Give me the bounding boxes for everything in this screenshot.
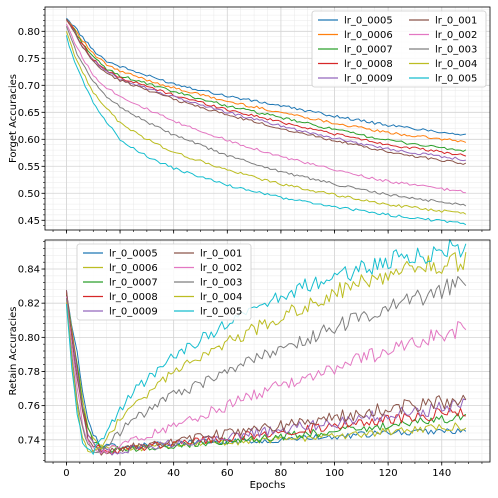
y-tick-label: 0.80 bbox=[18, 27, 40, 38]
series-line-lr-0-005 bbox=[65, 239, 467, 455]
series-line-lr-0-0008 bbox=[66, 19, 467, 157]
series-line-lr-0-0006 bbox=[66, 20, 467, 143]
retain-accuracy-panel: 0.74 0.76 0.78 0.80 0.82 0.84 0 20 40 60 80 100 120 1… bbox=[8, 239, 491, 491]
legend-label: lr_0_0008 bbox=[344, 59, 393, 70]
series-line-lr-0-001 bbox=[65, 290, 467, 456]
x-tick-label: 0 bbox=[63, 468, 69, 479]
legend-box bbox=[76, 243, 252, 321]
legend-label: lr_0_0007 bbox=[344, 45, 393, 56]
forget-accuracy-panel: 0.45 0.50 0.55 0.60 0.65 0.70 0.75 0.80 Forget A… bbox=[8, 6, 491, 234]
legend-label: lr_0_0005 bbox=[344, 16, 393, 27]
series-line-lr-0-005 bbox=[65, 35, 467, 226]
legend-label: lr_0_005 bbox=[200, 307, 242, 318]
legend-label: lr_0_001 bbox=[435, 16, 477, 27]
y-tick-label: 0.55 bbox=[18, 162, 40, 173]
series-line-lr-0-003 bbox=[65, 26, 467, 207]
legend: lr_0_0005 lr_0_0006 lr_0_0007 lr_0_0008 lr_0… bbox=[76, 243, 252, 321]
series-line-lr-0-0005 bbox=[66, 17, 466, 136]
x-axis-title: Epochs bbox=[250, 480, 286, 491]
y-tick-label: 0.76 bbox=[18, 401, 40, 412]
y-tick-label: 0.70 bbox=[18, 81, 40, 92]
y-tick-label: 0.80 bbox=[18, 333, 40, 344]
x-tick-label: 140 bbox=[432, 468, 451, 479]
x-tick-label: 120 bbox=[379, 468, 398, 479]
y-tick-label: 0.84 bbox=[18, 265, 40, 276]
series-line-lr-0-002 bbox=[66, 23, 466, 194]
legend-label: lr_0_005 bbox=[435, 74, 477, 85]
x-tick-label: 20 bbox=[114, 468, 127, 479]
x-tick-label: 40 bbox=[167, 468, 180, 479]
y-tick-label: 0.45 bbox=[18, 216, 40, 227]
x-tick-label: 100 bbox=[325, 468, 344, 479]
series-line-lr-0-0006 bbox=[65, 293, 467, 452]
legend-box bbox=[311, 10, 487, 88]
y-tick-label: 0.65 bbox=[18, 108, 40, 119]
y-tick-label: 0.82 bbox=[18, 299, 40, 310]
y-tick-label: 0.78 bbox=[18, 367, 40, 378]
x-tick-label: 80 bbox=[275, 468, 288, 479]
legend-label: lr_0_001 bbox=[200, 249, 242, 260]
y-axis-title: Retain Accuracies bbox=[8, 307, 19, 396]
series-line-lr-0-002 bbox=[65, 296, 467, 454]
legend-label: lr_0_0005 bbox=[109, 249, 158, 260]
legend-label: lr_0_0007 bbox=[109, 278, 158, 289]
legend-label: lr_0_003 bbox=[435, 45, 477, 56]
legend-label: lr_0_003 bbox=[200, 278, 242, 289]
series-lines bbox=[65, 17, 467, 226]
series-line-lr-0-0009 bbox=[66, 19, 466, 162]
series-line-lr-0-0009 bbox=[65, 289, 467, 456]
legend-label: lr_0_002 bbox=[435, 30, 477, 41]
legend-label: lr_0_004 bbox=[435, 59, 477, 70]
y-tick-label: 0.50 bbox=[18, 189, 40, 200]
y-tick-label: 0.74 bbox=[18, 435, 40, 446]
legend-label: lr_0_002 bbox=[200, 263, 242, 274]
ticks: 0.45 0.50 0.55 0.60 0.65 0.70 0.75 0.80 bbox=[18, 9, 483, 234]
series-line-lr-0-0007 bbox=[65, 294, 467, 453]
y-tick-label: 0.75 bbox=[18, 54, 40, 65]
series-line-lr-0-003 bbox=[65, 275, 467, 453]
series-line-lr-0-0005 bbox=[65, 294, 467, 451]
legend-label: lr_0_0009 bbox=[109, 307, 158, 318]
legend-label: lr_0_004 bbox=[200, 292, 242, 303]
legend: lr_0_0005 lr_0_0006 lr_0_0007 lr_0_0008 lr_0… bbox=[311, 10, 487, 88]
y-tick-label: 0.60 bbox=[18, 135, 40, 146]
legend-label: lr_0_0008 bbox=[109, 292, 158, 303]
ticks: 0.74 0.76 0.78 0.80 0.82 0.84 0 20 40 60 80 100 120 1… bbox=[18, 241, 483, 479]
series-line-lr-0-0007 bbox=[66, 18, 467, 152]
legend-label: lr_0_0009 bbox=[344, 74, 393, 85]
series-line-lr-0-004 bbox=[65, 31, 467, 215]
series-line-lr-0-004 bbox=[65, 252, 467, 453]
legend-label: lr_0_0006 bbox=[344, 30, 393, 41]
series-line-lr-0-001 bbox=[66, 18, 467, 165]
x-tick-label: 60 bbox=[221, 468, 234, 479]
series-lines bbox=[65, 239, 467, 456]
y-axis-title: Forget Accuracies bbox=[8, 74, 19, 163]
legend-label: lr_0_0006 bbox=[109, 263, 158, 274]
